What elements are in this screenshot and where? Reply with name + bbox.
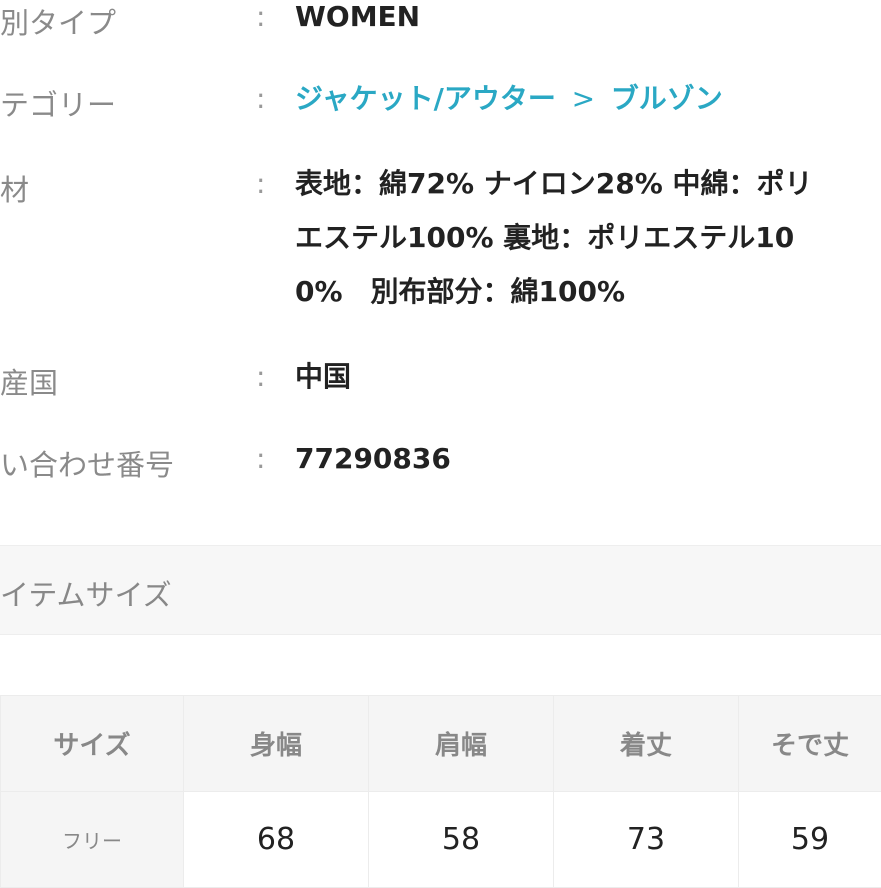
colon: :	[256, 167, 265, 200]
value-cell: 73	[554, 792, 739, 888]
header-shoulder-width: 肩幅	[369, 696, 554, 792]
value-line: WOMEN	[295, 0, 420, 44]
table-row: フリー 68 58 73 59	[1, 792, 881, 888]
colon: :	[256, 442, 265, 475]
value-line: エステル100% 裏地：ポリエステル10	[295, 211, 813, 265]
section-header-item-size: イテムサイズ	[0, 545, 881, 635]
category-link[interactable]: ジャケット/アウター	[295, 82, 556, 115]
value-cell: 58	[369, 792, 554, 888]
size-cell: フリー	[1, 792, 184, 888]
size-table: サイズ 身幅 肩幅 着丈 そで丈 フリー 68 58 73 59	[0, 695, 881, 888]
colon: :	[256, 360, 265, 393]
value-line: 表地：綿72% ナイロン28% 中綿：ポリ	[295, 157, 813, 211]
detail-value: 表地：綿72% ナイロン28% 中綿：ポリ エステル100% 裏地：ポリエステル…	[295, 157, 813, 319]
detail-label: テゴリー	[0, 82, 116, 124]
detail-value: WOMEN	[295, 0, 420, 44]
detail-label: 材	[0, 167, 29, 209]
detail-label: 別タイプ	[0, 0, 116, 42]
value-line: 中国	[295, 350, 351, 404]
detail-value: 77290836	[295, 432, 451, 486]
header-body-width: 身幅	[184, 696, 369, 792]
table-header-row: サイズ 身幅 肩幅 着丈 そで丈	[1, 696, 881, 792]
detail-label: 産国	[0, 360, 58, 402]
subcategory-link[interactable]: ブルゾン	[611, 82, 723, 115]
value-cell: 59	[739, 792, 881, 888]
category-breadcrumb: ジャケット/アウター > ブルゾン	[295, 72, 723, 126]
colon: :	[256, 0, 265, 33]
section-title: イテムサイズ	[0, 572, 172, 614]
header-length: 着丈	[554, 696, 739, 792]
chevron-right-icon: >	[572, 82, 595, 115]
value-cell: 68	[184, 792, 369, 888]
value-line: 77290836	[295, 432, 451, 486]
header-sleeve-length: そで丈	[739, 696, 881, 792]
detail-label: い合わせ番号	[0, 442, 174, 484]
detail-value: 中国	[295, 350, 351, 404]
value-line: 0% 別布部分：綿100%	[295, 265, 813, 319]
colon: :	[256, 82, 265, 115]
header-size: サイズ	[1, 696, 184, 792]
